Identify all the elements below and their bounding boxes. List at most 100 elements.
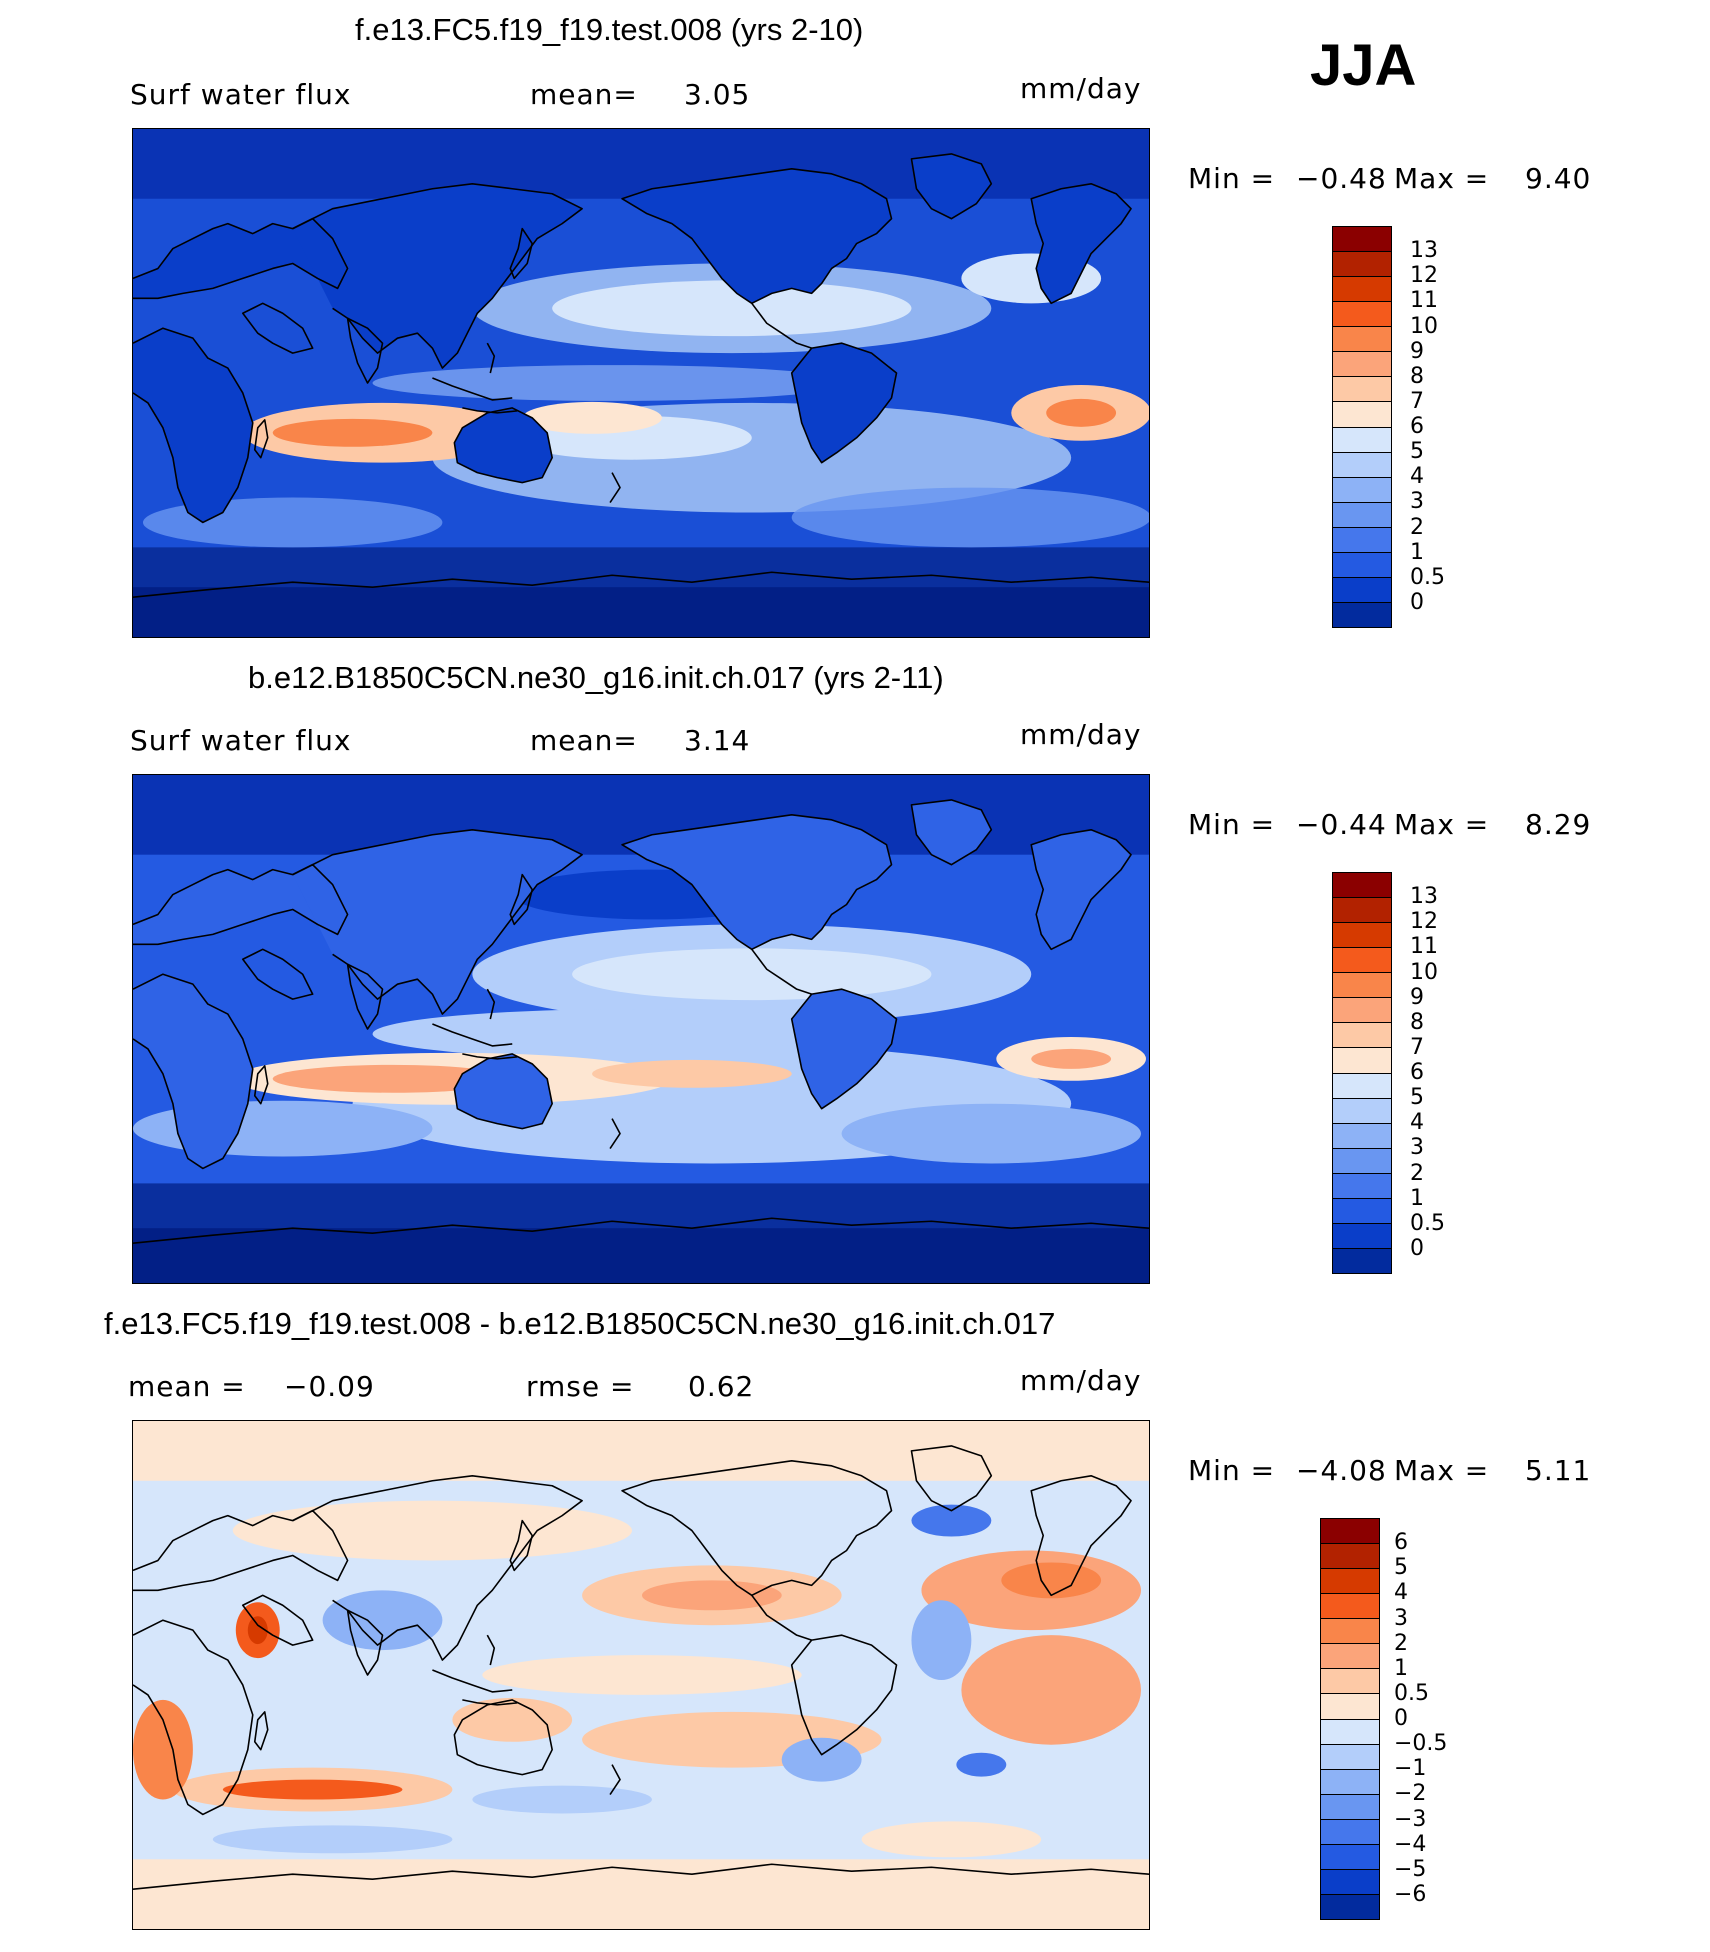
colorbar-swatch: [1333, 251, 1391, 277]
colorbar-tick-label: 4: [1410, 1110, 1424, 1136]
colorbar-swatch: [1321, 1868, 1379, 1894]
colorbar-swatch: [1321, 1668, 1379, 1694]
colorbar-tick-label: 8: [1410, 1009, 1424, 1035]
colorbar-swatch: [1333, 526, 1391, 552]
colorbar-swatch: [1321, 1718, 1379, 1744]
colorbar-tick-label: −2: [1394, 1781, 1427, 1807]
colorbar-swatch: [1333, 276, 1391, 302]
panel-1-title: f.e13.FC5.f19_f19.test.008 (yrs 2-10): [355, 12, 864, 47]
panel-1-min-label: Min =: [1188, 162, 1276, 195]
colorbar-swatch: [1333, 1247, 1391, 1273]
colorbar-swatch: [1333, 576, 1391, 602]
panel-3-colorbar: [1320, 1518, 1380, 1920]
colorbar-swatch: [1321, 1543, 1379, 1569]
colorbar-swatch: [1333, 426, 1391, 452]
colorbar-swatch: [1333, 897, 1391, 923]
colorbar-tick-label: 6: [1410, 414, 1424, 439]
colorbar-tick-label: 7: [1410, 1034, 1424, 1060]
colorbar-tick-label: 0.5: [1394, 1680, 1429, 1706]
colorbar-swatch: [1321, 1818, 1379, 1844]
colorbar-tick-label: 2: [1410, 1160, 1424, 1186]
colorbar-swatch: [1333, 1097, 1391, 1123]
colorbar-tick-label: 1: [1410, 539, 1424, 565]
panel-2-colorbar: [1332, 872, 1392, 1274]
panel-2-units: mm/day: [1020, 718, 1142, 751]
panel-1-mean-value: 3.05: [684, 78, 751, 111]
colorbar-tick-label: 6: [1394, 1530, 1408, 1556]
colorbar-tick-label: 10: [1410, 959, 1438, 985]
colorbar-tick-label: −5: [1394, 1856, 1427, 1882]
colorbar-swatch: [1333, 1022, 1391, 1048]
colorbar-tick-label: 13: [1410, 238, 1438, 264]
colorbar-swatch: [1321, 1593, 1379, 1619]
colorbar-swatch: [1321, 1793, 1379, 1819]
colorbar-tick-label: −3: [1394, 1806, 1427, 1832]
colorbar-swatch: [1333, 1122, 1391, 1148]
panel-3-min-value: −4.08: [1296, 1454, 1387, 1487]
panel-3-title: f.e13.FC5.f19_f19.test.008 - b.e12.B1850…: [104, 1306, 1056, 1341]
panel-3-max-value: 5.11: [1525, 1454, 1592, 1487]
colorbar-tick-label: 4: [1394, 1580, 1408, 1606]
colorbar-swatch: [1321, 1643, 1379, 1669]
colorbar-tick-label: 0: [1410, 1235, 1424, 1261]
colorbar-tick-label: 12: [1410, 909, 1438, 935]
colorbar-tick-label: 1: [1394, 1655, 1408, 1681]
colorbar-swatch: [1333, 451, 1391, 477]
panel-1-units: mm/day: [1020, 72, 1142, 105]
colorbar-tick-label: −1: [1394, 1756, 1427, 1782]
colorbar-swatch: [1333, 476, 1391, 502]
panel-3-mean-value: −0.09: [284, 1370, 375, 1403]
panel-3-max-label: Max =: [1394, 1454, 1490, 1487]
colorbar-tick-label: 8: [1410, 363, 1424, 389]
panel-3-mean-label: mean =: [128, 1370, 246, 1403]
panel-2-variable-label: Surf water flux: [130, 724, 352, 757]
colorbar-swatch: [1333, 551, 1391, 577]
colorbar-swatch: [1333, 1172, 1391, 1198]
colorbar-tick-label: 10: [1410, 313, 1438, 339]
colorbar-tick-label: 13: [1410, 884, 1438, 910]
colorbar-swatch: [1333, 326, 1391, 352]
panel-2-colorbar-labels: 13 12 11 10 9 8 7 6 5 4 3 2 1 0.5 0: [1410, 872, 1490, 1274]
colorbar-tick-label: 9: [1410, 984, 1424, 1010]
colorbar-tick-label: 12: [1410, 263, 1438, 289]
colorbar-swatch: [1333, 351, 1391, 377]
panel-1-map: [132, 128, 1150, 638]
colorbar-tick-label: 0: [1394, 1706, 1408, 1731]
colorbar-swatch: [1333, 1222, 1391, 1248]
colorbar-swatch: [1333, 922, 1391, 948]
colorbar-swatch: [1321, 1843, 1379, 1869]
colorbar-tick-label: 0.5: [1410, 1210, 1445, 1236]
colorbar-swatch: [1321, 1519, 1379, 1544]
colorbar-tick-label: 2: [1394, 1630, 1408, 1656]
colorbar-tick-label: 11: [1410, 288, 1438, 314]
panel-2-mean-label: mean=: [530, 724, 638, 757]
panel-3-colorbar-labels: 6 5 4 3 2 1 0.5 0 −0.5 −1 −2 −3 −4 −5 −6: [1394, 1518, 1474, 1920]
panel-1-min-value: −0.48: [1296, 162, 1387, 195]
panel-2-max-label: Max =: [1394, 808, 1490, 841]
colorbar-tick-label: −4: [1394, 1831, 1427, 1857]
colorbar-swatch: [1333, 873, 1391, 898]
colorbar-tick-label: 5: [1394, 1555, 1408, 1581]
colorbar-tick-label: 9: [1410, 338, 1424, 364]
colorbar-swatch: [1333, 997, 1391, 1023]
colorbar-tick-label: 0: [1410, 589, 1424, 615]
colorbar-tick-label: 11: [1410, 934, 1438, 960]
panel-3-rmse-label: rmse =: [526, 1370, 635, 1403]
colorbar-swatch: [1333, 401, 1391, 427]
colorbar-swatch: [1321, 1693, 1379, 1719]
colorbar-tick-label: 7: [1410, 388, 1424, 414]
panel-1-colorbar: [1332, 226, 1392, 628]
panel-3-rmse-value: 0.62: [688, 1370, 755, 1403]
colorbar-swatch: [1321, 1618, 1379, 1644]
colorbar-tick-label: 3: [1410, 1135, 1424, 1161]
colorbar-swatch: [1333, 376, 1391, 402]
colorbar-swatch: [1333, 1047, 1391, 1073]
panel-3-map: [132, 1420, 1150, 1930]
panel-1-mean-label: mean=: [530, 78, 638, 111]
season-label: JJA: [1310, 33, 1417, 98]
colorbar-swatch: [1321, 1893, 1379, 1919]
colorbar-swatch: [1333, 1147, 1391, 1173]
colorbar-tick-label: 3: [1410, 489, 1424, 515]
colorbar-swatch: [1321, 1743, 1379, 1769]
colorbar-swatch: [1333, 947, 1391, 973]
